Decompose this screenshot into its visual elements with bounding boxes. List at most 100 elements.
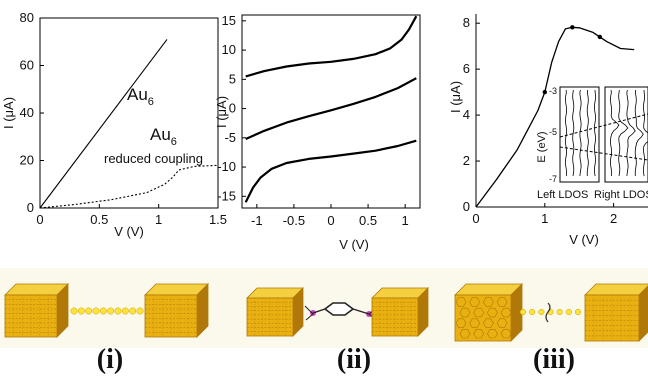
- gold-atom: [114, 307, 122, 315]
- y-tick-label: 4: [463, 107, 470, 122]
- lattice-cell: [469, 318, 481, 328]
- lattice-cell: [500, 328, 512, 339]
- y-tick-label: 15: [222, 13, 236, 28]
- gold-atom: [136, 307, 144, 315]
- gold-atom: [85, 307, 93, 315]
- chart-a-series: [39, 39, 219, 209]
- chart-a-y-ticks: 0 20 40 60 80: [20, 10, 44, 215]
- gold-atom: [556, 308, 563, 316]
- molecule-ii: [304, 302, 378, 322]
- lattice-cell: [459, 328, 471, 339]
- gold-atom: [121, 307, 129, 315]
- ldos-curve: [579, 89, 582, 177]
- x-tick-label: 1: [541, 211, 548, 226]
- ldos-tick-label-bottom: -7: [549, 174, 557, 184]
- x-tick-label: 1.5: [209, 212, 227, 227]
- y-tick-label: 80: [20, 10, 34, 25]
- cube-top-face: [584, 283, 648, 296]
- junction-ii: [246, 287, 429, 337]
- chart-c-xlabel: V (V): [569, 232, 599, 247]
- series-line-3: [244, 139, 417, 203]
- x-tick-label: 0: [472, 211, 479, 226]
- y-tick-label: 0: [229, 101, 236, 116]
- chart-b-frame: [241, 14, 421, 209]
- panel-label-i: (i): [97, 344, 123, 375]
- chart-c-y-ticks: 0 2 4 6 8: [463, 15, 480, 214]
- chart-b-ylabel: I (μA): [214, 96, 229, 128]
- chart-a-x-ticks: 0 0.5 1 1.5: [36, 204, 227, 227]
- lattice-cell: [473, 328, 485, 339]
- y-tick-label: 8: [463, 15, 470, 30]
- gold-atom: [77, 307, 85, 315]
- ldos-left-curves: [564, 89, 596, 177]
- chart-a-ylabel: I (μA): [1, 97, 16, 129]
- x-tick-label: 0.5: [359, 213, 377, 228]
- lattice-cell: [487, 328, 498, 339]
- illustration-backdrop: [0, 268, 648, 348]
- gold-atom: [99, 307, 107, 315]
- series-line-1: [39, 39, 168, 209]
- junction-i: [4, 283, 209, 338]
- lattice-cell: [500, 307, 512, 318]
- ldos-xlabel-left: Left LDOS: [537, 189, 588, 201]
- lattice-cell: [487, 307, 498, 318]
- series-line-2: [245, 77, 417, 141]
- gold-atom: [565, 308, 572, 316]
- lattice-cell: [469, 297, 481, 307]
- ldos-dashed-line-upper: [559, 113, 648, 138]
- lattice-cell: [455, 297, 467, 307]
- data-point: [542, 89, 547, 95]
- x-tick-label: -0.5: [283, 213, 305, 228]
- lattice-cell: [483, 297, 494, 307]
- gold-atom: [92, 307, 100, 315]
- annotation-reduced-coupling: reduced coupling: [104, 151, 203, 166]
- junction-iii: [454, 283, 648, 342]
- lattice-cell: [483, 318, 494, 328]
- x-tick-label: 2: [610, 211, 617, 226]
- x-tick-label: 1: [402, 213, 409, 228]
- bond: [352, 308, 370, 315]
- ldos-curve: [609, 89, 620, 177]
- ldos-inset: -3 -5 -7 E (eV) Left LDOS Right LDOS: [536, 86, 648, 201]
- gold-atom: [538, 308, 545, 316]
- x-tick-label: 0.5: [90, 212, 108, 227]
- y-tick-label: 6: [463, 61, 470, 76]
- y-tick-label: 2: [463, 153, 470, 168]
- twist-marker: [545, 302, 551, 323]
- y-tick-label: -15: [217, 188, 236, 203]
- bond: [304, 305, 314, 315]
- y-tick-label: 0: [27, 200, 34, 215]
- annotation-au6-upper: Au6: [127, 85, 154, 108]
- lattice-cell: [473, 307, 485, 318]
- y-tick-label: 0: [463, 199, 470, 214]
- gold-electrode-left-ii: [246, 287, 304, 337]
- chart-b: -1 -0.5 0 0.5 1 15 10 5 0 -5 -10 -15 V (V) I (μA): [214, 13, 421, 252]
- panel-label-iii: (iii): [533, 344, 575, 375]
- bond: [305, 313, 314, 321]
- x-tick-label: -1: [251, 213, 263, 228]
- gold-atom: [107, 307, 115, 315]
- cube-front-face: [584, 294, 640, 342]
- y-tick-label: -5: [224, 130, 236, 145]
- chart-c: 0 1 2 0 2 4 6 8 V (V) I (μA) -3 -5 -7 E (eV) L…: [448, 14, 648, 247]
- ldos-curve: [618, 89, 629, 177]
- annotation-au6-lower: Au6: [150, 125, 177, 148]
- illustration-background: [0, 268, 648, 348]
- ldos-tick-label-top: -3: [549, 86, 557, 96]
- ldos-curve: [572, 89, 575, 177]
- gold-atom: [129, 307, 137, 315]
- chart-c-series: [475, 25, 635, 208]
- gold-atom: [529, 308, 536, 316]
- ldos-curve: [593, 89, 596, 177]
- ldos-inset-right-frame: [604, 86, 648, 183]
- chart-a-frame: [39, 17, 219, 209]
- y-tick-label: -10: [217, 159, 236, 174]
- gold-atom-chain-i: [70, 307, 144, 315]
- chart-b-x-ticks: -1 -0.5 0 0.5 1: [251, 204, 409, 228]
- chart-c-ylabel: I (μA): [448, 81, 463, 113]
- chart-b-xlabel: V (V): [339, 237, 369, 252]
- ldos-curve: [564, 89, 568, 177]
- chart-a-xlabel: V (V): [114, 224, 144, 239]
- lattice-cell: [496, 297, 508, 307]
